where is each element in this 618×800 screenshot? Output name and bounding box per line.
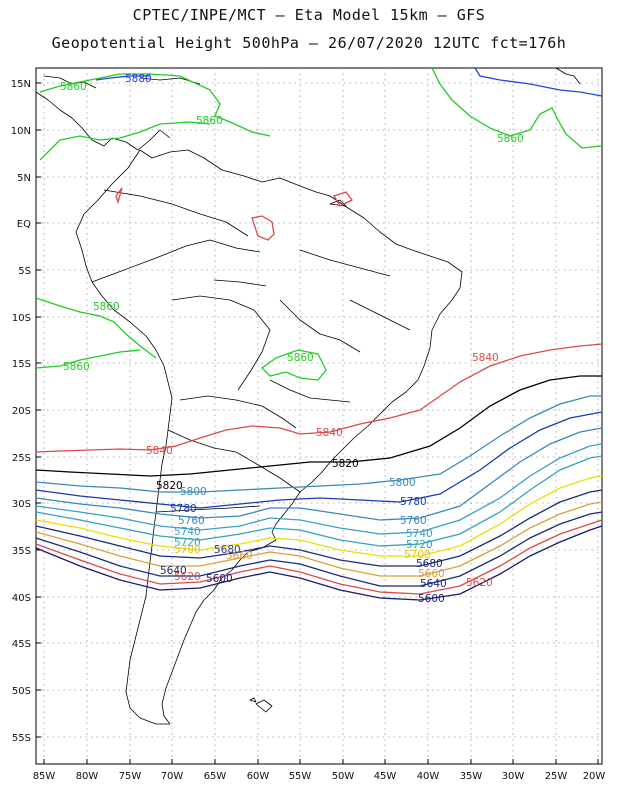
lon-label: 30W: [502, 771, 525, 782]
lon-label: 75W: [119, 771, 142, 782]
contour-label: 5780: [170, 503, 197, 515]
contour-5860-n: [39, 121, 211, 161]
contour-label: 5840: [472, 352, 499, 364]
contour-label: 5680: [214, 544, 241, 556]
contour-5600: [35, 525, 603, 601]
lon-label: 65W: [204, 771, 227, 782]
contour-label: 5600: [418, 593, 445, 605]
contour-label: 5860: [497, 133, 524, 145]
contour-label: 5740: [174, 526, 201, 538]
contour-label: 5760: [400, 515, 427, 527]
contour-label: 5620: [466, 577, 493, 589]
contour-5860-w: [35, 297, 157, 359]
contour-label: 5840: [316, 427, 343, 439]
contour-5840-small: [251, 215, 275, 241]
contour-label: 5840: [146, 445, 173, 457]
lat-label: 5S: [18, 266, 31, 277]
contour-label: 5820: [156, 480, 183, 492]
lat-label: 30S: [12, 499, 31, 510]
contour-5660: [35, 501, 603, 577]
lat-label: 45S: [12, 639, 31, 650]
contour-label: 5780: [400, 496, 427, 508]
lon-label: 25W: [545, 771, 568, 782]
contour-5800: [35, 395, 602, 493]
lon-label: 70W: [161, 771, 184, 782]
contour-5780: [35, 411, 603, 509]
lon-label: 45W: [374, 771, 397, 782]
contour-5840-small3: [333, 191, 353, 207]
contour-label: 5640: [420, 578, 447, 590]
contour-label: 5860: [287, 352, 314, 364]
lat-label: 40S: [12, 593, 31, 604]
lat-label: 15N: [11, 79, 31, 90]
contour-label: 5860: [60, 81, 87, 93]
lon-label: 85W: [33, 771, 56, 782]
contour-label: 5860: [63, 361, 90, 373]
contour-5700: [35, 475, 603, 557]
contour-label: 5720: [174, 537, 201, 549]
contour-5740: [35, 443, 603, 535]
lon-label: 40W: [417, 771, 440, 782]
contour-label: 5820: [332, 458, 359, 470]
contour-label: 5760: [178, 515, 205, 527]
lat-label: 25S: [12, 453, 31, 464]
height-contours: [35, 67, 603, 601]
contour-label: 5860: [196, 115, 223, 127]
map-title: CPTEC/INPE/MCT – Eta Model 15km – GFS: [132, 6, 486, 24]
contour-5880: [474, 67, 603, 97]
contour-5860-nw: [39, 73, 271, 137]
contour-5840: [35, 343, 603, 453]
map-frame: [35, 67, 603, 765]
lat-label: 55S: [12, 733, 31, 744]
lat-label: 10N: [11, 126, 31, 137]
contour-5860-ne: [431, 67, 603, 149]
axis-ticks: [36, 82, 599, 764]
contour-label: 5740: [406, 528, 433, 540]
contour-label: 5880: [125, 73, 152, 85]
lat-label: 5N: [17, 173, 31, 184]
lat-label: EQ: [17, 219, 31, 230]
lon-label: 60W: [247, 771, 270, 782]
contour-5680: [35, 489, 603, 567]
contour-label: 5860: [93, 301, 120, 313]
contour-label: 5660: [418, 568, 445, 580]
contour-label: 5660: [226, 550, 253, 562]
contour-label: 5600: [206, 573, 233, 585]
map-subtitle: Geopotential Height 500hPa – 26/07/2020 …: [51, 34, 567, 52]
contour-5640: [35, 511, 603, 587]
latitude-labels: 15N 10N 5N EQ 5S 10S 15S 20S 25S 30S 35S…: [11, 79, 31, 744]
contour-label: 5720: [406, 539, 433, 551]
lat-label: 10S: [12, 313, 31, 324]
lat-label: 20S: [12, 406, 31, 417]
lat-label: 15S: [12, 359, 31, 370]
lat-label: 35S: [12, 546, 31, 557]
contour-5860-br: [260, 349, 327, 381]
graticule: [36, 68, 602, 764]
contour-5720: [35, 455, 603, 547]
contour-5880-b: [95, 75, 150, 81]
contour-5620: [35, 519, 603, 595]
contour-labels: 5880 5860 5860 5860 5860 5860 5860 5840 …: [60, 73, 524, 605]
lat-label: 50S: [12, 686, 31, 697]
lon-label: 80W: [76, 771, 99, 782]
contour-label: 5700: [174, 544, 201, 556]
contour-label: 5700: [404, 549, 431, 561]
contour-label: 5620: [174, 571, 201, 583]
lon-label: 50W: [332, 771, 355, 782]
longitude-labels: 85W 80W 75W 70W 65W 60W 55W 50W 45W 40W …: [33, 771, 606, 782]
contour-label: 5680: [416, 558, 443, 570]
contour-5860-w2: [35, 349, 141, 369]
contour-5760: [35, 427, 603, 521]
contour-label: 5640: [160, 565, 187, 577]
contour-5840-small2: [115, 187, 123, 205]
contour-label: 5800: [180, 486, 207, 498]
lon-label: 20W: [583, 771, 606, 782]
coastlines: [35, 67, 581, 725]
lon-label: 35W: [460, 771, 483, 782]
contour-5820: [35, 375, 602, 477]
lon-label: 55W: [289, 771, 312, 782]
contour-label: 5800: [389, 477, 416, 489]
